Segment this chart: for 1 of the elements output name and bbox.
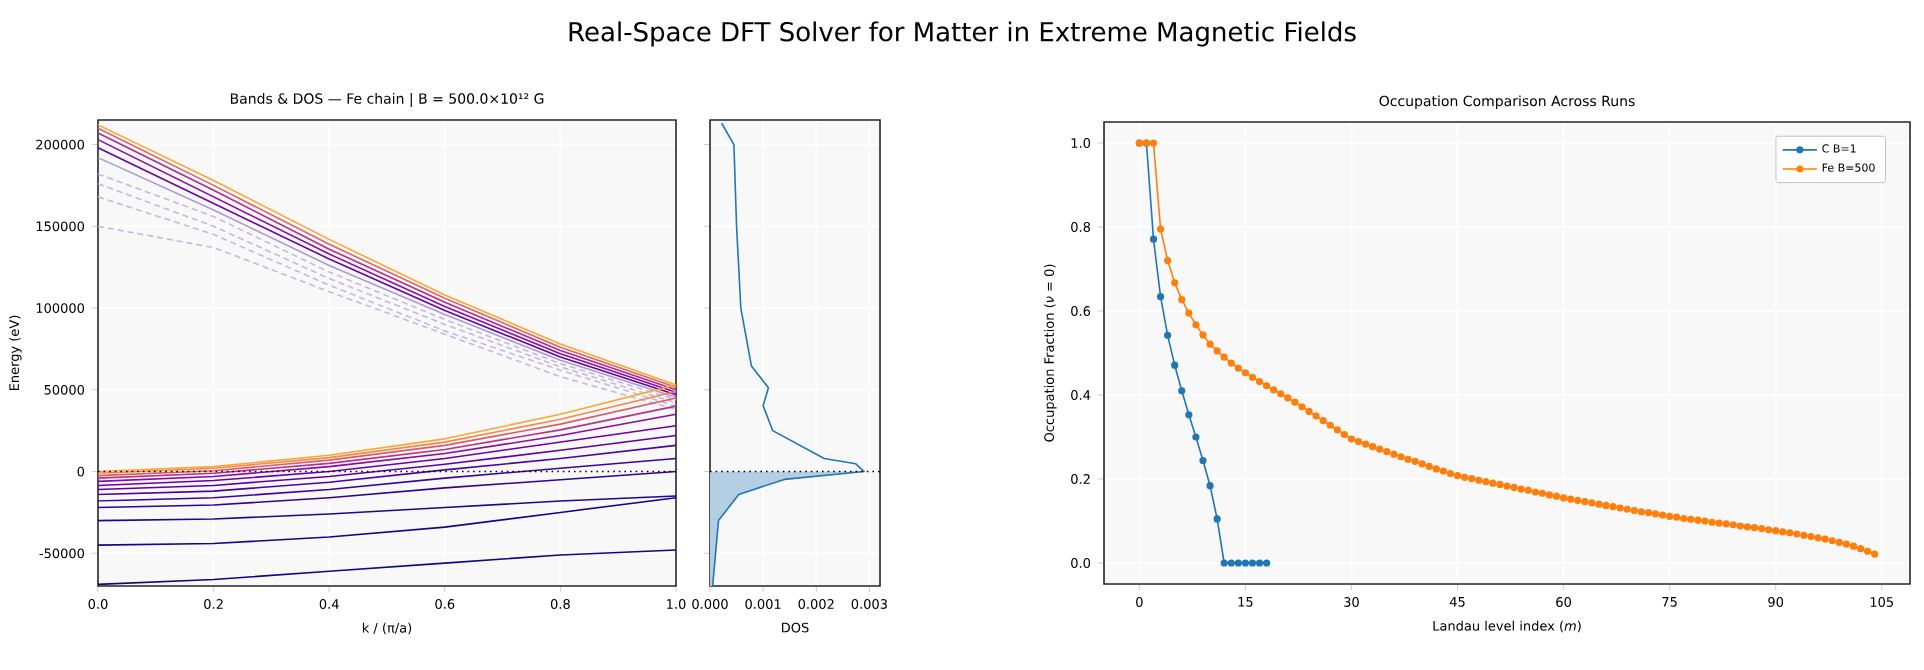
text: Real-Space DFT Solver for Matter in Extreme Magnetic Fields bbox=[569, 21, 1356, 47]
